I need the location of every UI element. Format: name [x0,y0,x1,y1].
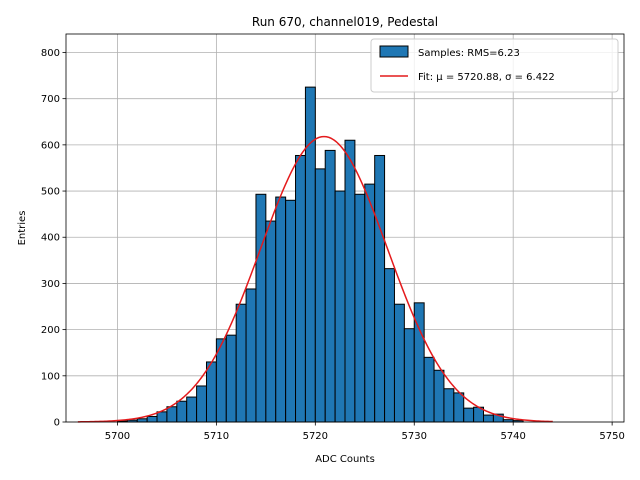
plot-frame [65,33,625,423]
histogram-bar [374,154,386,423]
y-tick-label: 300 [41,279,60,290]
histogram-bar [334,190,346,423]
fit-curve [77,135,553,423]
x-tick-label: 5730 [402,431,427,442]
histogram-bar [403,328,415,423]
x-tick-label: 5720 [303,431,328,442]
histogram-bar [384,268,395,423]
legend-histogram-swatch [379,45,409,58]
y-tick-label: 700 [41,94,60,105]
x-tick-label: 5740 [500,431,525,442]
histogram-bars [116,86,524,423]
histogram-bar [344,139,356,423]
histogram-bar [433,369,445,423]
histogram-bar [235,303,247,423]
histogram-bar [166,406,178,423]
legend-box [370,38,619,93]
histogram-bar [275,196,287,423]
histogram-bar [285,199,297,423]
histogram-bar [393,303,405,423]
histogram-bar [324,149,336,423]
x-tick-label: 5710 [204,431,229,442]
histogram-bar [453,392,465,423]
histogram-bar [463,407,475,423]
histogram-bar [423,356,435,423]
histogram-bar [176,400,188,423]
histogram-bar [196,385,207,423]
histogram-bar [205,361,217,423]
axis-ticks: 5700 5710 5720 5730 5740 5750 0 100 200 300 400 500… [41,48,625,442]
histogram-bar [245,288,257,423]
histogram-bar [295,154,306,423]
histogram-bar [364,183,376,423]
histogram-bar [304,86,316,423]
legend-fit-label: Fit: μ = 5720.88, σ = 6.422 [418,72,555,83]
histogram-bar [156,411,168,423]
x-tick-label: 5700 [105,431,130,442]
y-tick-label: 200 [41,325,60,336]
histogram-bar [443,388,455,423]
legend-histogram-label: Samples: RMS=6.23 [418,48,520,59]
y-tick-label: 100 [41,371,60,382]
histogram-bar [146,415,158,423]
histogram-bar [314,168,326,423]
histogram-bar [136,418,148,423]
y-tick-label: 400 [41,233,60,244]
histogram-bar [354,193,366,423]
gaussian-fit [77,135,553,423]
y-tick-label: 0 [54,418,60,429]
y-axis-label: Entries [17,211,28,246]
legend: Samples: RMS=6.23 Fit: μ = 5720.88, σ = … [370,38,619,93]
histogram-bar [255,193,267,423]
histogram-bar [225,334,237,423]
histogram-bar [186,396,198,423]
x-tick-label: 5750 [599,431,624,442]
y-tick-label: 600 [41,140,60,151]
y-tick-label: 800 [41,48,60,59]
histogram-bar [265,220,277,423]
y-tick-label: 500 [41,187,60,198]
chart-title: Run 670, channel019, Pedestal [252,15,438,29]
histogram-bar [483,414,494,423]
x-axis-label: ADC Counts [315,454,375,465]
